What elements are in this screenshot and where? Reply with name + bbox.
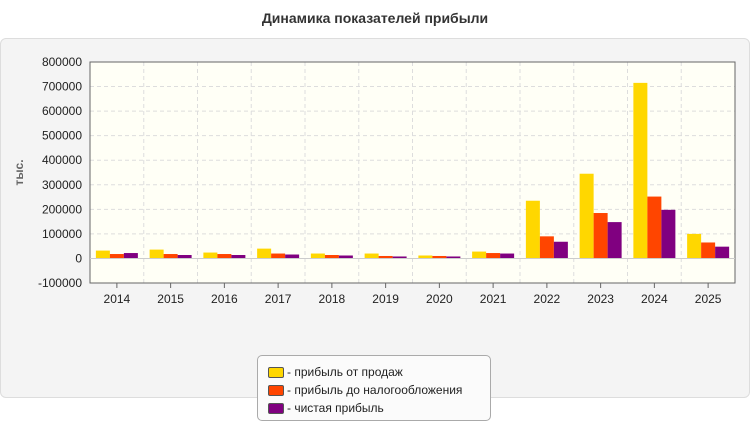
bar-2020-series-2	[432, 255, 447, 259]
legend-item-net-profit: - чистая прибыль	[268, 399, 490, 417]
bar-2016-series-1	[203, 252, 218, 259]
legend-label-pretax-profit: - прибыль до налогообложения	[287, 383, 463, 397]
chart-plot: -100000 0 100000 200000 300000 400000 500000 60…	[12, 55, 736, 306]
y-tick-label: 600000	[42, 104, 82, 118]
bar-2025-series-2	[701, 242, 716, 259]
bar-2018-series-1	[310, 253, 325, 259]
x-tick-label: 2024	[641, 292, 668, 306]
bar-2023-series-3	[607, 222, 622, 259]
legend-item-pretax-profit: - прибыль до налогообложения	[268, 381, 490, 399]
x-tick-label: 2022	[534, 292, 561, 306]
y-tick-label: 100000	[42, 227, 82, 241]
bar-2022-series-1	[525, 200, 540, 259]
x-tick-label: 2016	[211, 292, 238, 306]
bar-2020-series-1	[418, 255, 433, 259]
plot-frame	[89, 61, 736, 284]
bar-2016-series-2	[217, 254, 232, 259]
x-tick-label: 2018	[319, 292, 346, 306]
legend-label-sales-profit: - прибыль от продаж	[287, 365, 403, 379]
bar-2018-series-2	[324, 255, 339, 259]
y-tick-label: 0	[75, 251, 82, 265]
x-tick-label: 2023	[587, 292, 614, 306]
bar-2022-series-3	[553, 241, 568, 259]
bar-2017-series-1	[257, 248, 272, 259]
bar-2016-series-3	[231, 255, 246, 259]
y-tick-label: 800000	[42, 55, 82, 69]
bar-2024-series-2	[647, 196, 662, 259]
y-tick-label: 400000	[42, 153, 82, 167]
x-tick-label: 2019	[372, 292, 399, 306]
bar-2015-series-2	[163, 254, 178, 259]
chart-panel: -100000 0 100000 200000 300000 400000 500000 60…	[0, 38, 750, 421]
y-axis-label: тыс.	[12, 159, 26, 185]
legend-swatch-sales-profit	[268, 366, 284, 378]
bar-2024-series-3	[661, 209, 676, 259]
y-tick-label: 200000	[42, 202, 82, 216]
x-tick-label: 2015	[157, 292, 184, 306]
chart-legend: - прибыль от продаж - прибыль до налогоо…	[257, 355, 491, 421]
bar-2014-series-2	[109, 254, 124, 259]
y-tick-label: 700000	[42, 80, 82, 94]
bar-2019-series-1	[364, 253, 379, 259]
bar-2019-series-3	[392, 256, 407, 259]
x-tick-label: 2021	[480, 292, 507, 306]
bar-2015-series-3	[177, 255, 192, 259]
legend-label-net-profit: - чистая прибыль	[287, 401, 384, 415]
bar-2025-series-1	[687, 233, 702, 259]
x-tick-label: 2020	[426, 292, 453, 306]
y-tick-label: 300000	[42, 178, 82, 192]
bar-2017-series-3	[285, 254, 300, 259]
bar-2021-series-2	[486, 253, 501, 259]
legend-swatch-pretax-profit	[268, 384, 284, 396]
y-tick-label: -100000	[38, 276, 82, 290]
legend-item-sales-profit: - прибыль от продаж	[268, 363, 490, 381]
bar-2015-series-1	[149, 249, 164, 259]
bar-2021-series-3	[500, 253, 515, 259]
x-tick-label: 2014	[104, 292, 131, 306]
bar-2019-series-2	[378, 255, 393, 259]
bar-2025-series-3	[715, 246, 730, 259]
bar-2020-series-3	[446, 256, 461, 259]
legend-swatch-net-profit	[268, 402, 284, 414]
bar-2021-series-1	[472, 251, 487, 259]
chart-title: Динамика показателей прибыли	[261, 10, 489, 26]
bar-2023-series-1	[579, 173, 594, 259]
bar-2023-series-2	[593, 213, 608, 259]
bar-2017-series-2	[271, 253, 286, 259]
bar-2014-series-1	[95, 250, 110, 259]
x-tick-label: 2025	[695, 292, 722, 306]
bar-2018-series-3	[338, 255, 353, 259]
bar-2022-series-2	[539, 236, 554, 259]
bar-2024-series-1	[633, 82, 648, 259]
y-tick-label: 500000	[42, 129, 82, 143]
bar-2014-series-3	[123, 253, 138, 259]
x-tick-label: 2017	[265, 292, 292, 306]
